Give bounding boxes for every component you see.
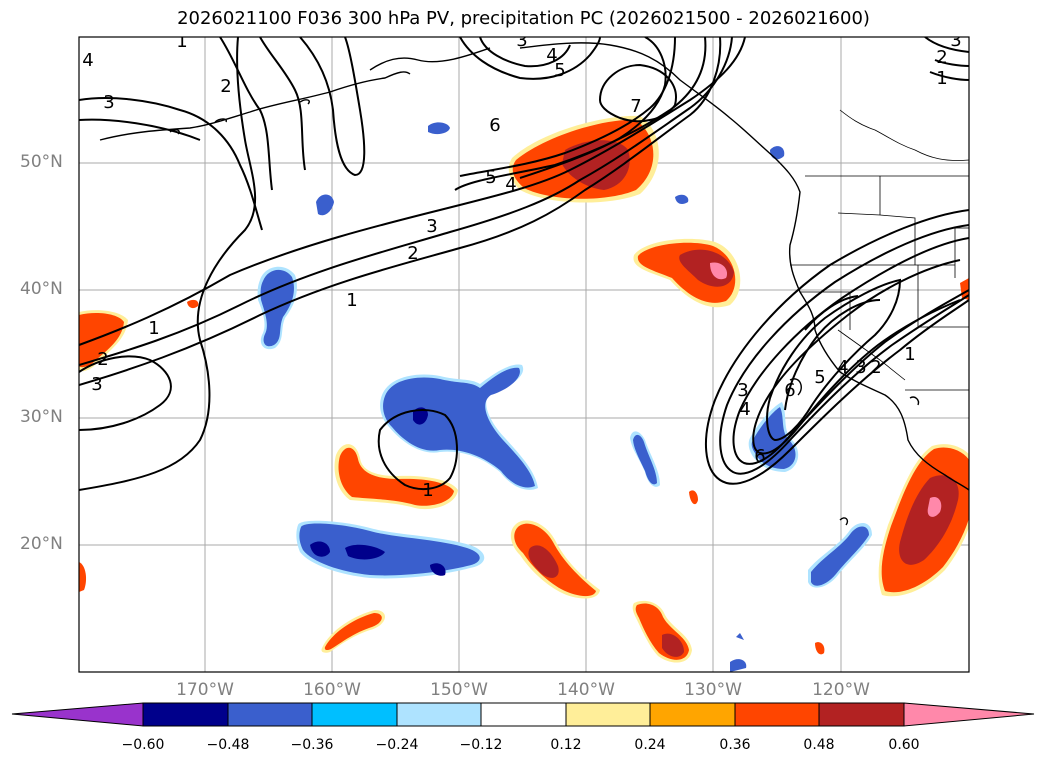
coastlines [99, 42, 969, 526]
colorbar-tick-label: −0.12 [459, 737, 503, 753]
lon-label-150w: 150°W [430, 680, 488, 700]
pv-label-6: 6 [754, 446, 765, 467]
lat-label-50n: 50°N [20, 152, 63, 172]
colorbar [11, 702, 1035, 727]
lat-label-20n: 20°N [20, 534, 63, 554]
colorbar-tick-label: 0.24 [634, 737, 666, 753]
pv-label-1: 1 [422, 480, 433, 501]
colorbar-tick-label: −0.60 [121, 737, 165, 753]
lat-label-30n: 30°N [20, 407, 63, 427]
colorbar-bin [818, 702, 905, 727]
lon-label-170w: 170°W [176, 680, 234, 700]
pv-label-6: 6 [784, 380, 795, 401]
colorbar-tick-label: −0.24 [375, 737, 419, 753]
pv-label-4: 4 [546, 45, 557, 66]
pv-label-1: 1 [148, 318, 159, 339]
pv-label-5: 5 [554, 60, 565, 81]
colorbar-bin [311, 702, 398, 727]
lat-label-40n: 40°N [20, 279, 63, 299]
pv-label-6: 6 [489, 115, 500, 136]
colorbar-tick-label: 0.60 [888, 737, 920, 753]
colorbar-tick-label: 0.48 [803, 737, 835, 753]
pv-contour-labels: 1 2 3 4 5 6 7 1 2 3 3 2 1 4 5 4 3 1 1 2 … [82, 30, 961, 501]
lon-label-130w: 130°W [684, 680, 742, 700]
pv-contours [79, 37, 969, 491]
pv-label-4: 4 [82, 50, 93, 71]
colorbar-tick-label: −0.36 [290, 737, 334, 753]
colorbar-extend-left [11, 702, 144, 727]
pv-label-2: 2 [220, 76, 231, 97]
colorbar-bin [227, 702, 313, 727]
pv-label-1: 1 [176, 31, 187, 52]
pv-label-5: 5 [814, 367, 825, 388]
colorbar-extend-right [903, 702, 1035, 727]
pv-label-4: 4 [505, 174, 516, 195]
colorbar-bin [142, 702, 229, 727]
pv-label-2: 2 [407, 243, 418, 264]
pv-label-3: 3 [855, 357, 866, 378]
pv-label-2: 2 [936, 47, 947, 68]
colorbar-bin [734, 702, 820, 727]
colorbar-bin [480, 702, 567, 727]
pv-label-7: 7 [630, 96, 641, 117]
pv-label-3: 3 [516, 30, 527, 51]
lon-label-140w: 140°W [557, 680, 615, 700]
pv-label-3: 3 [737, 380, 748, 401]
pv-label-4: 4 [837, 357, 848, 378]
pv-label-1: 1 [346, 290, 357, 311]
pv-label-3: 3 [426, 216, 437, 237]
pv-label-3: 3 [103, 92, 114, 113]
colorbar-bin [396, 702, 482, 727]
pv-label-2: 2 [870, 357, 881, 378]
map-title: 2026021100 F036 300 hPa PV, precipitatio… [177, 8, 870, 29]
colorbar-bin [565, 702, 651, 727]
colorbar-tick-label: −0.48 [206, 737, 250, 753]
pv-label-5: 5 [485, 167, 496, 188]
pv-label-3: 3 [91, 374, 102, 395]
pv-label-1: 1 [904, 344, 915, 365]
borders [790, 109, 969, 391]
positive-precip-areas [79, 115, 969, 663]
pv-label-2: 2 [97, 349, 108, 370]
pv-label-3: 3 [950, 30, 961, 51]
colorbar-bin [649, 702, 736, 727]
lon-label-160w: 160°W [303, 680, 361, 700]
colorbar-tick-label: 0.36 [719, 737, 751, 753]
colorbar-tick-label: 0.12 [550, 737, 582, 753]
map-frame [78, 36, 970, 673]
pv-label-4: 4 [739, 399, 750, 420]
pv-label-1: 1 [936, 68, 947, 89]
lon-label-120w: 120°W [812, 680, 870, 700]
